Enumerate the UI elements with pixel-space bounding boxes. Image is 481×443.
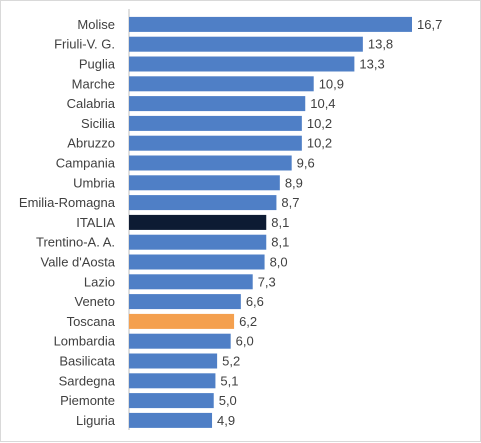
bar [129,234,267,250]
value-label: 8,0 [270,255,288,270]
category-label: Molise [77,17,115,32]
category-label: ITALIA [76,215,115,230]
bar [129,16,412,32]
category-label: Marche [72,76,115,91]
value-label: 10,4 [310,96,335,111]
value-label: 16,7 [417,17,442,32]
category-label: Sardegna [59,373,116,388]
value-label: 4,9 [217,413,235,428]
category-label: Lombardia [54,334,116,349]
value-label: 6,2 [239,314,257,329]
category-label: Calabria [67,96,116,111]
category-label: Valle d'Aosta [40,255,115,270]
bar [129,373,216,389]
bar [129,412,213,428]
category-label: Umbria [73,175,116,190]
category-label: Liguria [76,413,116,428]
category-label: Veneto [75,294,116,309]
bar [129,36,363,52]
bar [129,333,231,349]
category-label: Trentino-A. A. [36,235,115,250]
value-label: 10,9 [319,76,344,91]
category-label: Friuli-V. G. [54,37,115,52]
value-label: 6,6 [246,294,264,309]
category-labels-group: Molise Friuli-V. G. Puglia Marche Calabria Si… [19,17,116,428]
bar [129,393,214,409]
value-label: 9,6 [297,156,315,171]
category-label: Puglia [79,57,116,72]
bar [129,195,277,211]
bar [129,155,292,171]
bar [129,56,355,72]
bar [129,96,306,112]
value-label: 5,1 [220,373,238,388]
value-label: 8,9 [285,175,303,190]
category-label: Piemonte [60,393,115,408]
value-label: 8,1 [271,215,289,230]
value-label: 5,2 [222,354,240,369]
value-label: 6,0 [236,334,254,349]
category-label: Sicilia [81,116,116,131]
category-label: Abruzzo [67,136,115,151]
category-label: Campania [56,156,116,171]
value-label: 7,3 [258,274,276,289]
bar [129,115,302,131]
bar [129,175,280,191]
category-label: Basilicata [59,354,115,369]
value-label: 13,3 [359,57,384,72]
value-label: 5,0 [219,393,237,408]
bar [129,274,253,290]
bar [129,294,241,310]
value-label: 10,2 [307,136,332,151]
bar [129,135,302,151]
value-label: 13,8 [368,37,393,52]
bar [129,76,314,92]
bar [129,214,267,230]
category-label: Toscana [67,314,116,329]
category-label: Emilia-Romagna [19,195,116,210]
category-label: Lazio [84,274,115,289]
bar [129,254,265,270]
value-labels-group: 16,7 13,8 13,3 10,9 10,4 10,2 10,2 9,6 8,9 8,7 8,1… [217,17,442,428]
bar [129,353,218,369]
bar [129,313,235,329]
value-label: 8,7 [281,195,299,210]
value-label: 10,2 [307,116,332,131]
value-label: 8,1 [271,235,289,250]
bars-group [129,16,412,428]
